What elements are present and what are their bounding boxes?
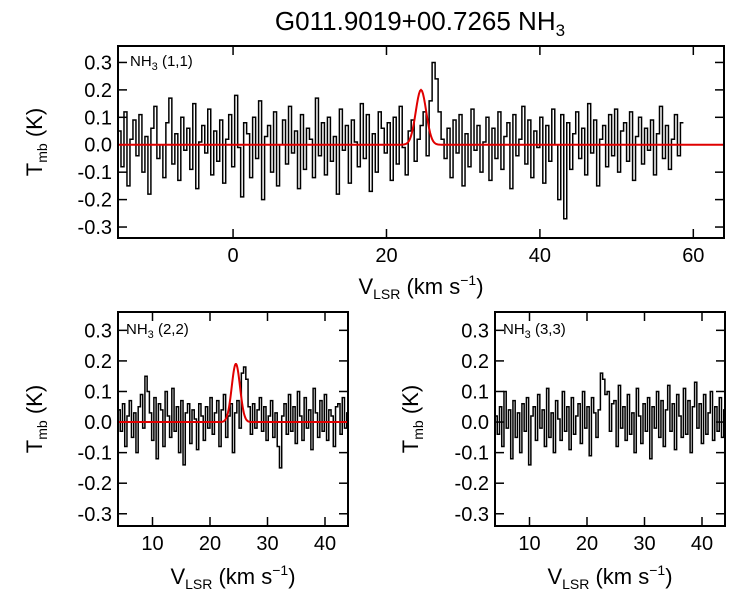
nh3-22-x-axis-title: VLSR (km s−1) — [170, 562, 295, 592]
nh3-33-y-axis-title: Tmb (K) — [398, 385, 426, 453]
nh3-11-ytick-label: 0.0 — [84, 135, 112, 157]
nh3-11-fit-line — [118, 88, 724, 146]
nh3-22-xtick-label: 10 — [141, 533, 163, 555]
nh3-22-ytick-label: 0.1 — [84, 381, 112, 403]
nh3-22-xtick-label: 30 — [256, 533, 278, 555]
nh3-11-y-axis-title: Tmb (K) — [22, 108, 50, 176]
nh3-22-xtick-label: 40 — [314, 533, 336, 555]
nh3-22-ytick-label: 0.3 — [84, 320, 112, 342]
nh3-11-ytick-label: 0.1 — [84, 107, 112, 129]
panel-nh3-33: 10 20 30 40 -0.3 -0.2 -0.1 0.0 0.1 0.2 0.3 NH3 (3,3… — [398, 311, 726, 592]
nh3-22-spectrum-line — [118, 366, 348, 469]
nh3-33-xtick-label: 10 — [518, 533, 540, 555]
nh3-33-xtick-label: 40 — [691, 533, 713, 555]
nh3-11-ytick-label: 0.2 — [84, 80, 112, 102]
figure-title: G011.9019+00.7265 NH3 — [275, 6, 565, 40]
nh3-11-ytick-label: -0.1 — [78, 162, 112, 184]
nh3-22-ytick-label: -0.2 — [78, 473, 112, 495]
nh3-11-xtick-label: 40 — [529, 245, 551, 267]
nh3-22-ytick-label: -0.1 — [78, 443, 112, 465]
nh3-11-spectrum-line — [118, 61, 684, 220]
nh3-33-x-axis-title: VLSR (km s−1) — [547, 562, 672, 592]
nh3-22-xtick-label: 20 — [199, 533, 221, 555]
nh3-33-ytick-label: 0.1 — [461, 381, 489, 403]
nh3-33-xtick-label: 20 — [576, 533, 598, 555]
nh3-33-plot-frame — [494, 311, 726, 527]
nh3-11-x-axis-title: VLSR (km s−1) — [358, 272, 483, 302]
nh3-22-fit-line — [118, 363, 348, 424]
nh3-33-ytick-label: 0.2 — [461, 351, 489, 373]
nh3-11-xtick-label: 60 — [682, 245, 704, 267]
nh3-33-ytick-label: -0.3 — [455, 504, 489, 526]
nh3-33-ytick-label: -0.2 — [455, 473, 489, 495]
panel-nh3-11: 0 20 40 60 -0.3 -0.2 -0.1 0.0 0.1 0.2 0.3 NH3 (1,1)… — [22, 45, 725, 302]
nh3-33-xtick-label: 30 — [633, 533, 655, 555]
nh3-33-ytick-label: 0.0 — [461, 412, 489, 434]
nh3-33-panel-label: NH3 (3,3) — [503, 321, 566, 341]
panel-nh3-22: 10 20 30 40 -0.3 -0.2 -0.1 0.0 0.1 0.2 0.3 NH3 (2,2… — [22, 311, 349, 592]
nh3-11-ytick-label: 0.3 — [84, 52, 112, 74]
nh3-22-plot-frame — [117, 311, 349, 527]
nh3-11-xtick-label: 20 — [375, 245, 397, 267]
nh3-22-ytick-label: 0.0 — [84, 412, 112, 434]
nh3-22-y-axis-title: Tmb (K) — [22, 385, 50, 453]
nh3-11-panel-label: NH3 (1,1) — [130, 53, 193, 73]
nh3-11-ytick-label: -0.2 — [78, 190, 112, 212]
nh3-33-ytick-label: -0.1 — [455, 443, 489, 465]
nh3-22-ytick-label: -0.3 — [78, 504, 112, 526]
nh3-33-spectrum-line — [495, 372, 725, 466]
nh3-11-plot-frame — [117, 45, 725, 239]
nh3-33-ytick-label: 0.3 — [461, 320, 489, 342]
nh3-11-ytick-label: -0.3 — [78, 217, 112, 239]
nh3-22-panel-label: NH3 (2,2) — [126, 321, 189, 341]
nh3-11-xtick-label: 0 — [228, 245, 239, 267]
nh3-22-ytick-label: 0.2 — [84, 351, 112, 373]
